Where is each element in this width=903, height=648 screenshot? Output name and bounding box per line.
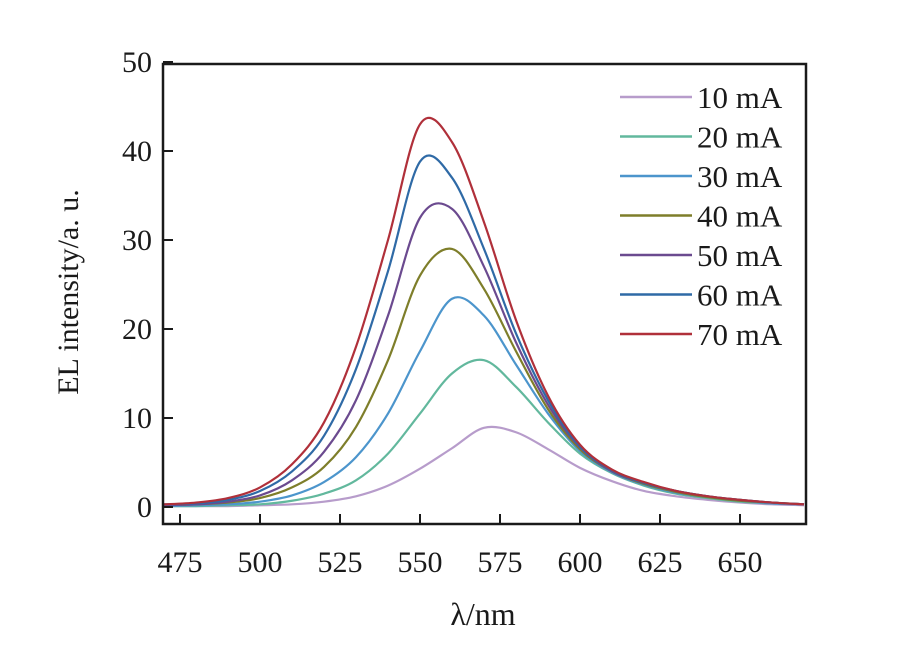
x-tick-label: 625 xyxy=(638,546,683,579)
plot-frame xyxy=(161,62,808,526)
x-tick-label: 475 xyxy=(158,546,203,579)
x-tick-label: 550 xyxy=(398,546,443,579)
y-tick-label: 30 xyxy=(122,224,152,257)
legend-label: 30 mA xyxy=(697,159,783,194)
y-tick-label: 20 xyxy=(122,313,152,346)
y-axis-label: EL intensity/a. u. xyxy=(52,189,85,395)
legend-label: 70 mA xyxy=(697,317,783,352)
x-tick-label: 600 xyxy=(558,546,603,579)
y-tick-label: 0 xyxy=(137,491,152,524)
legend-label: 50 mA xyxy=(697,238,783,273)
y-tick-label: 40 xyxy=(122,135,152,168)
x-tick-label: 500 xyxy=(238,546,283,579)
series-line-20-mA xyxy=(163,358,805,508)
x-tick-label: 650 xyxy=(718,546,763,579)
legend-label: 20 mA xyxy=(697,120,783,155)
y-tick-label: 10 xyxy=(122,402,152,435)
series-line-70-mA xyxy=(163,116,805,506)
series-line-10-mA xyxy=(163,425,805,508)
legend-label: 10 mA xyxy=(697,80,783,115)
ticks: 475 500 525 550 575 600 625 650 0 10 20 30 40 50 xyxy=(122,46,763,579)
legend-label: 40 mA xyxy=(697,199,783,234)
x-tick-label: 525 xyxy=(318,546,363,579)
y-tick-label: 50 xyxy=(122,46,152,79)
legend: 10 mA 20 mA 30 mA 40 mA 50 mA 60 mA 70 mA xyxy=(620,80,783,352)
x-tick-label: 575 xyxy=(478,546,523,579)
x-axis-label: λ/nm xyxy=(450,596,515,632)
curves xyxy=(163,116,805,508)
legend-label: 60 mA xyxy=(697,278,783,313)
